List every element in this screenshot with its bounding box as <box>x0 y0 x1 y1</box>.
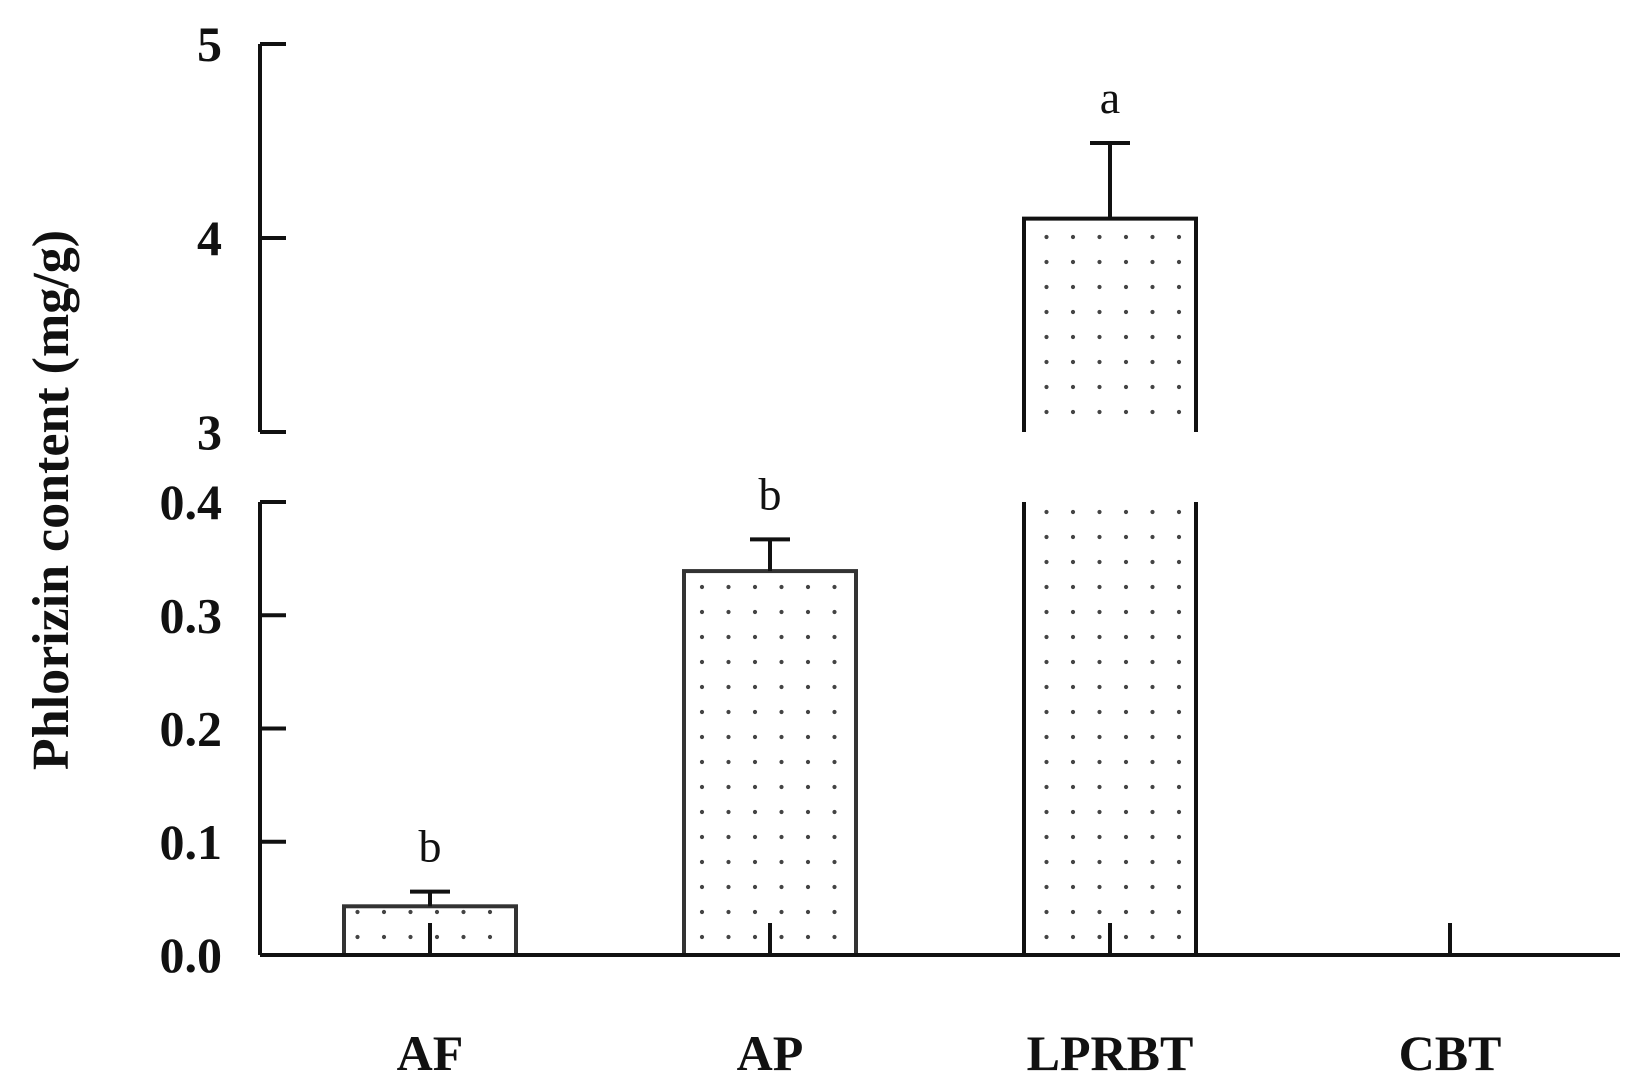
y-tick-label: 5 <box>197 16 222 72</box>
bar-LPRBT-upper-fill <box>1024 218 1196 432</box>
y-tick-label: 4 <box>197 210 222 266</box>
y-tick-label: 0.3 <box>160 587 223 643</box>
x-tick-label: AF <box>397 1025 464 1081</box>
bar-AP <box>682 569 858 958</box>
y-tick-label: 0.2 <box>160 701 223 757</box>
y-tick-label: 3 <box>197 404 222 460</box>
significance-label: b <box>419 821 442 872</box>
significance-label: b <box>759 468 782 519</box>
y-tick-label: 0.4 <box>160 474 223 530</box>
significance-label: a <box>1100 72 1120 123</box>
y-tick-label: 0.1 <box>160 814 223 870</box>
x-tick-label: LPRBT <box>1027 1025 1194 1081</box>
x-tick-label: CBT <box>1399 1025 1502 1081</box>
y-axis-title: Phlorizin content (mg/g) <box>23 230 80 770</box>
x-tick-label: AP <box>737 1025 804 1081</box>
y-tick-label: 0.0 <box>160 927 223 983</box>
bar-LPRBT-lower-fill <box>1024 502 1196 955</box>
